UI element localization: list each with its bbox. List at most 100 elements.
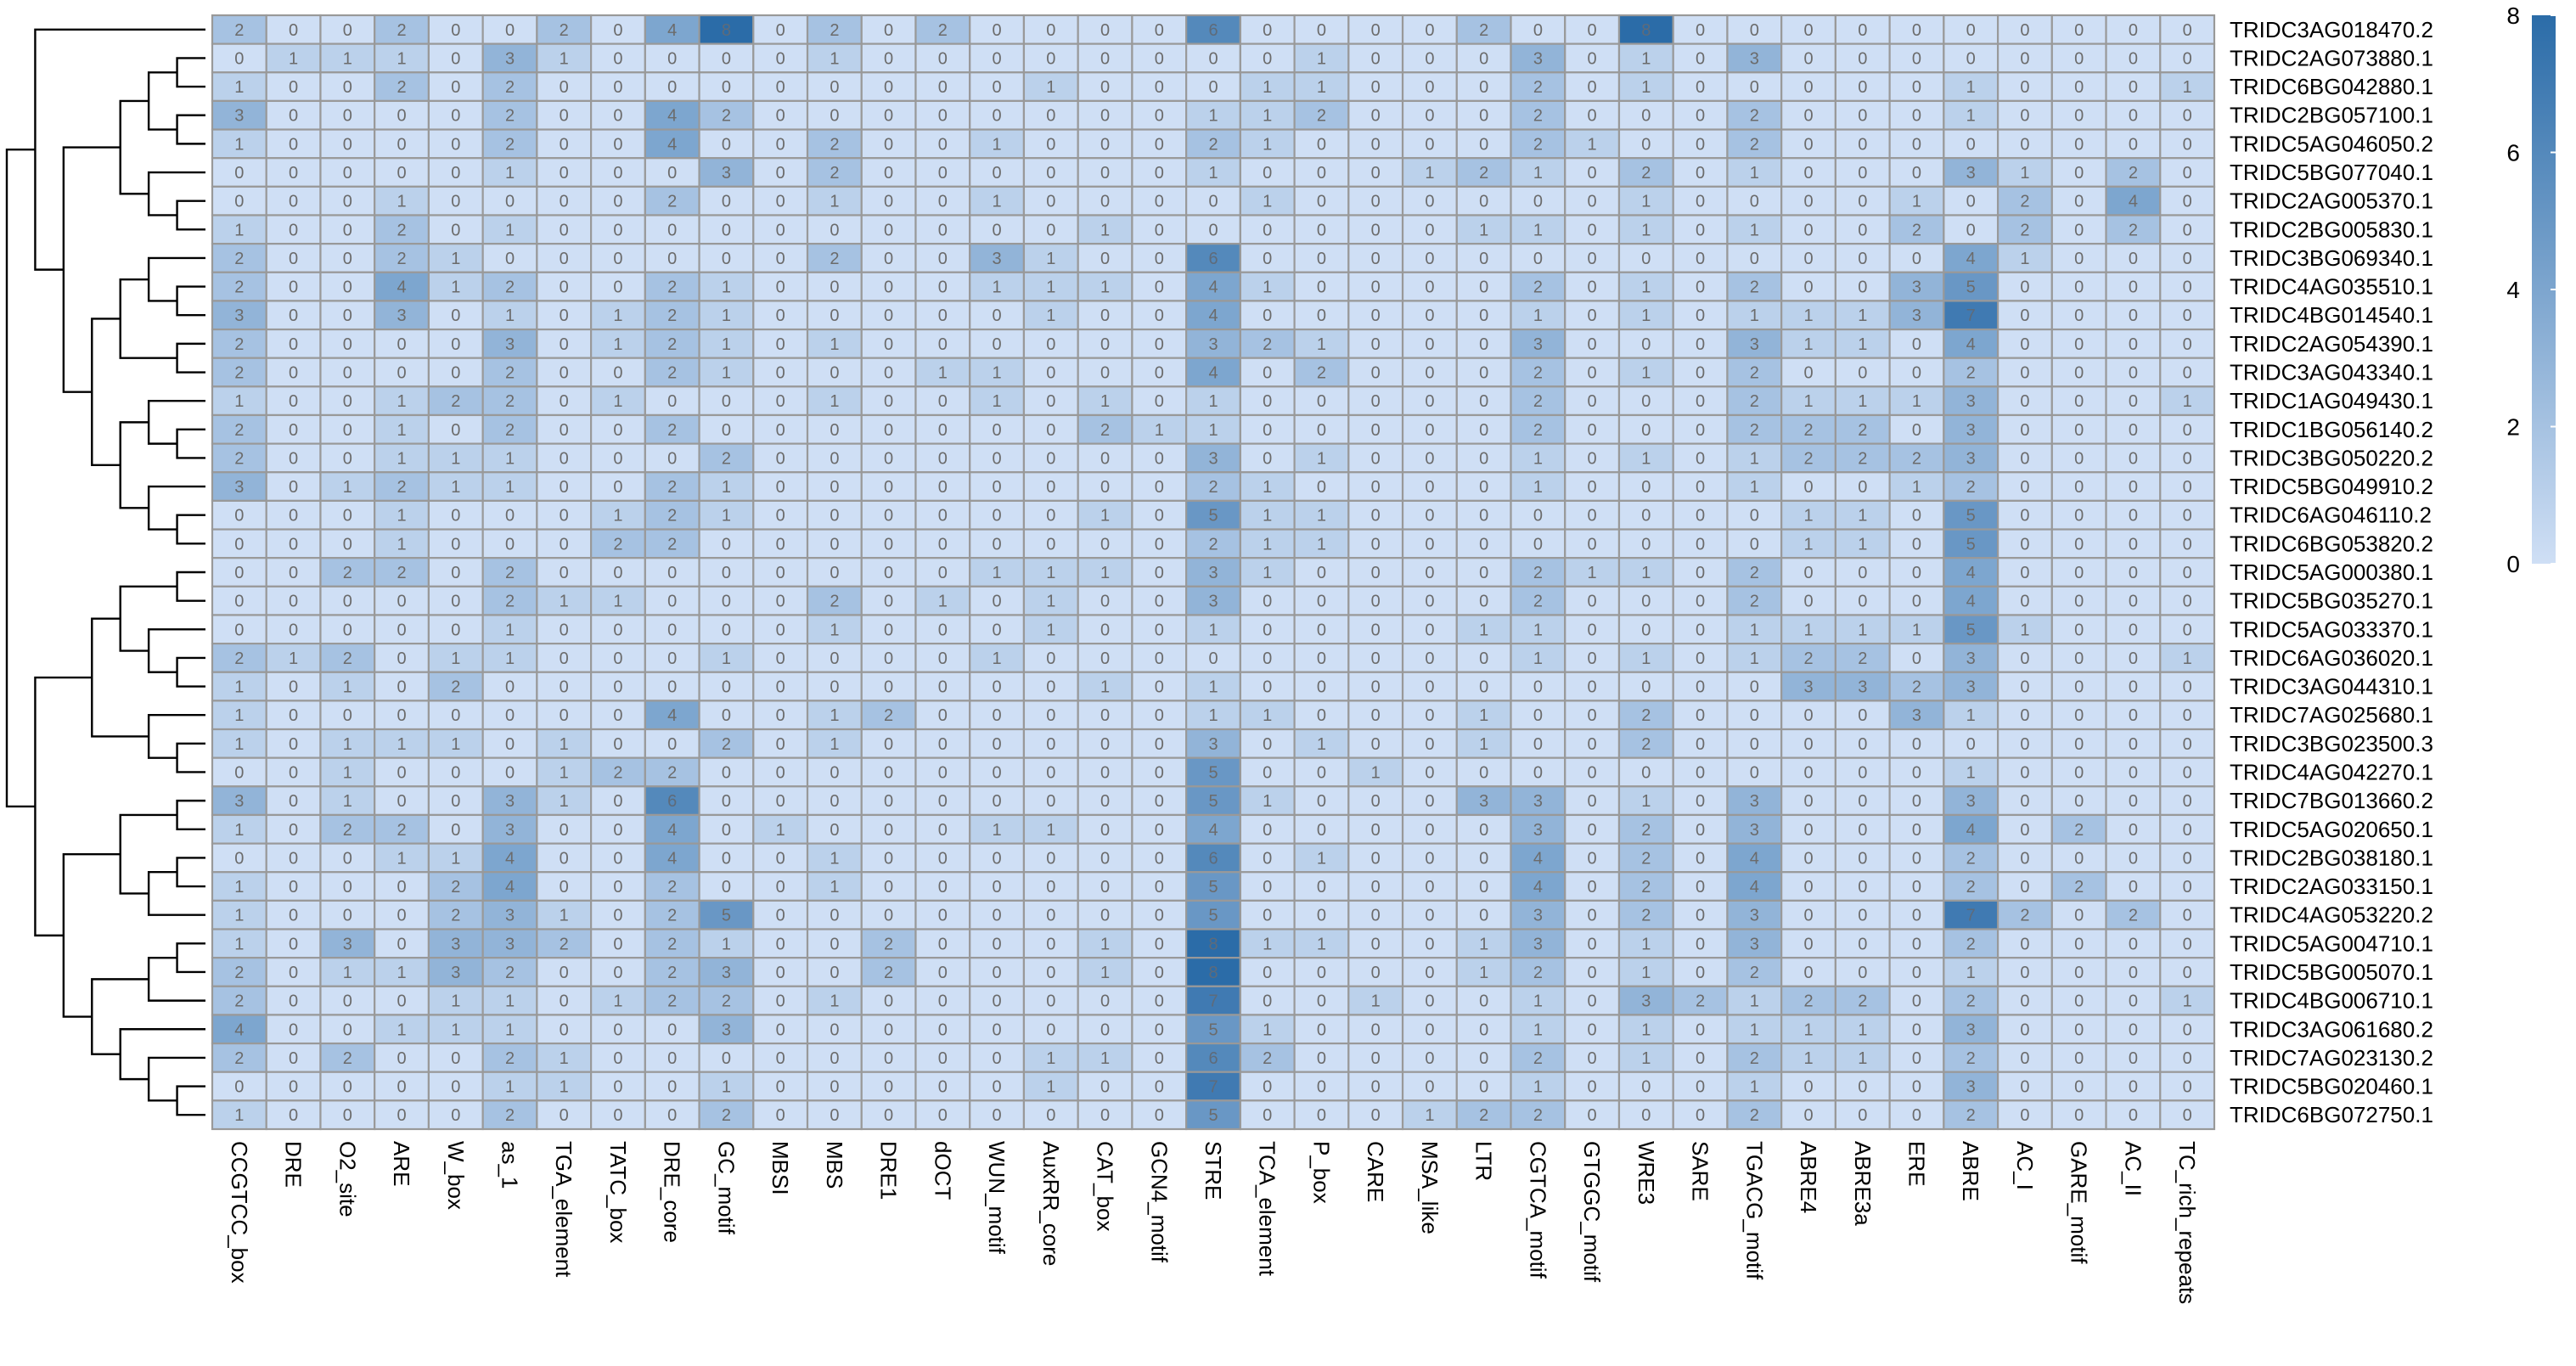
cell-value-label: 0 <box>2183 535 2192 554</box>
cell-value-label: 0 <box>451 135 460 154</box>
cell-value-label: 1 <box>1100 564 1110 582</box>
cell-value-label: 0 <box>397 1106 406 1125</box>
cell-value-label: 0 <box>884 535 893 554</box>
cell-value-label: 0 <box>1966 21 1976 40</box>
cell-value-label: 2 <box>1533 1106 1543 1125</box>
dendrogram-branch <box>147 628 205 673</box>
cell-value-label: 0 <box>234 49 244 68</box>
cell-value-label: 0 <box>722 593 731 611</box>
heatmap-cell <box>2105 157 2162 188</box>
cell-value-label: 0 <box>2129 621 2138 639</box>
cell-value-label: 1 <box>1641 278 1651 297</box>
row-label: TRIDC4AG042270.1 <box>2230 759 2433 784</box>
cell-value-label: 0 <box>234 1078 244 1097</box>
cell-value-label: 0 <box>2074 593 2084 611</box>
cell-value-label: 0 <box>1696 164 1705 183</box>
cell-value-label: 0 <box>830 507 839 526</box>
column-label: TCA_element <box>1255 1141 1280 1277</box>
cell-value-label: 0 <box>1803 278 1813 297</box>
cell-value-label: 1 <box>1208 621 1218 639</box>
cell-value-label: 0 <box>2074 193 2084 211</box>
column-label: LTR <box>1471 1141 1497 1181</box>
cell-value-label: 0 <box>1641 421 1651 440</box>
cell-value-label: 0 <box>1858 964 1867 982</box>
cell-value-label: 0 <box>397 907 406 925</box>
cell-value-label: 3 <box>505 907 515 925</box>
cell-value-label: 2 <box>2020 907 2029 925</box>
cell-value-label: 0 <box>2129 593 2138 611</box>
cell-value-label: 0 <box>1588 278 1597 297</box>
cell-value-label: 0 <box>1803 935 1813 953</box>
cell-value-label: 0 <box>830 964 839 982</box>
cell-value-label: 2 <box>1858 421 1867 440</box>
cell-value-label: 1 <box>1641 49 1651 68</box>
column-label: as_1 <box>498 1141 523 1189</box>
cell-value-label: 0 <box>1317 763 1326 782</box>
cell-value-label: 1 <box>938 593 948 611</box>
cell-value-label: 2 <box>234 421 244 440</box>
cell-value-label: 0 <box>1750 507 1759 526</box>
cell-value-label: 1 <box>1479 221 1488 239</box>
cell-value-label: 0 <box>234 164 244 183</box>
cell-value-label: 1 <box>1533 621 1543 639</box>
cell-value-label: 2 <box>1858 649 1867 668</box>
column-label: TATC_box <box>605 1141 631 1243</box>
cell-value-label: 0 <box>884 735 893 754</box>
cell-value-label: 0 <box>1155 278 1164 297</box>
cell-value-label: 4 <box>1208 364 1218 383</box>
cell-value-label: 1 <box>560 792 569 811</box>
cell-value-label: 0 <box>1588 964 1597 982</box>
cell-value-label: 2 <box>667 278 677 297</box>
cell-value-label: 0 <box>560 392 569 411</box>
cell-value-label: 0 <box>722 221 731 239</box>
cell-value-label: 1 <box>1803 621 1813 639</box>
cell-value-label: 1 <box>505 992 515 1011</box>
cell-value-label: 1 <box>1803 1020 1813 1039</box>
cell-value-label: 0 <box>613 678 622 697</box>
cell-value-label: 0 <box>2183 878 2192 897</box>
cell-value-label: 1 <box>722 935 731 953</box>
cell-value-label: 2 <box>343 821 352 840</box>
cell-value-label: 0 <box>1317 21 1326 40</box>
cell-value-label: 1 <box>1641 193 1651 211</box>
cell-value-label: 0 <box>234 564 244 582</box>
cell-value-label: 0 <box>722 49 731 68</box>
cell-value-label: 0 <box>830 364 839 383</box>
cell-value-label: 2 <box>1533 1049 1543 1068</box>
cell-value-label: 1 <box>1046 78 1055 97</box>
row-label: TRIDC2BG005830.1 <box>2230 216 2433 242</box>
cell-value-label: 0 <box>613 278 622 297</box>
cell-value-label: 1 <box>830 878 839 897</box>
cell-value-label: 0 <box>667 1049 677 1068</box>
cell-value-label: 2 <box>1966 935 1976 953</box>
cell-value-label: 0 <box>1371 964 1381 982</box>
cell-value-label: 0 <box>343 78 352 97</box>
cell-value-label: 2 <box>1317 107 1326 126</box>
cell-value-label: 0 <box>2129 821 2138 840</box>
row-label: TRIDC5BG020460.1 <box>2230 1074 2433 1099</box>
cell-value-label: 0 <box>289 907 298 925</box>
cell-value-label: 0 <box>1533 507 1543 526</box>
heatmap-cell <box>1834 157 1891 188</box>
cell-value-label: 3 <box>1750 821 1759 840</box>
cell-value-label: 0 <box>1425 364 1434 383</box>
cell-value-label: 0 <box>397 335 406 354</box>
cell-value-label: 2 <box>234 335 244 354</box>
cell-value-label: 2 <box>234 649 244 668</box>
cell-value-label: 0 <box>1696 278 1705 297</box>
cell-value-label: 0 <box>1263 306 1272 325</box>
heatmap-cell <box>1780 157 1836 188</box>
cell-value-label: 0 <box>2183 193 2192 211</box>
cell-value-label: 0 <box>1803 478 1813 497</box>
cell-value-label: 3 <box>1208 735 1218 754</box>
cell-value-label: 3 <box>451 964 460 982</box>
cell-value-label: 0 <box>776 735 785 754</box>
cell-value-label: 1 <box>1100 221 1110 239</box>
cell-value-label: 2 <box>1533 107 1543 126</box>
cell-value-label: 0 <box>776 193 785 211</box>
cell-value-label: 1 <box>2020 250 2029 268</box>
cell-value-label: 0 <box>1912 935 1921 953</box>
cell-value-label: 0 <box>1155 1020 1164 1039</box>
cell-value-label: 0 <box>722 250 731 268</box>
cell-value-label: 0 <box>1966 221 1976 239</box>
